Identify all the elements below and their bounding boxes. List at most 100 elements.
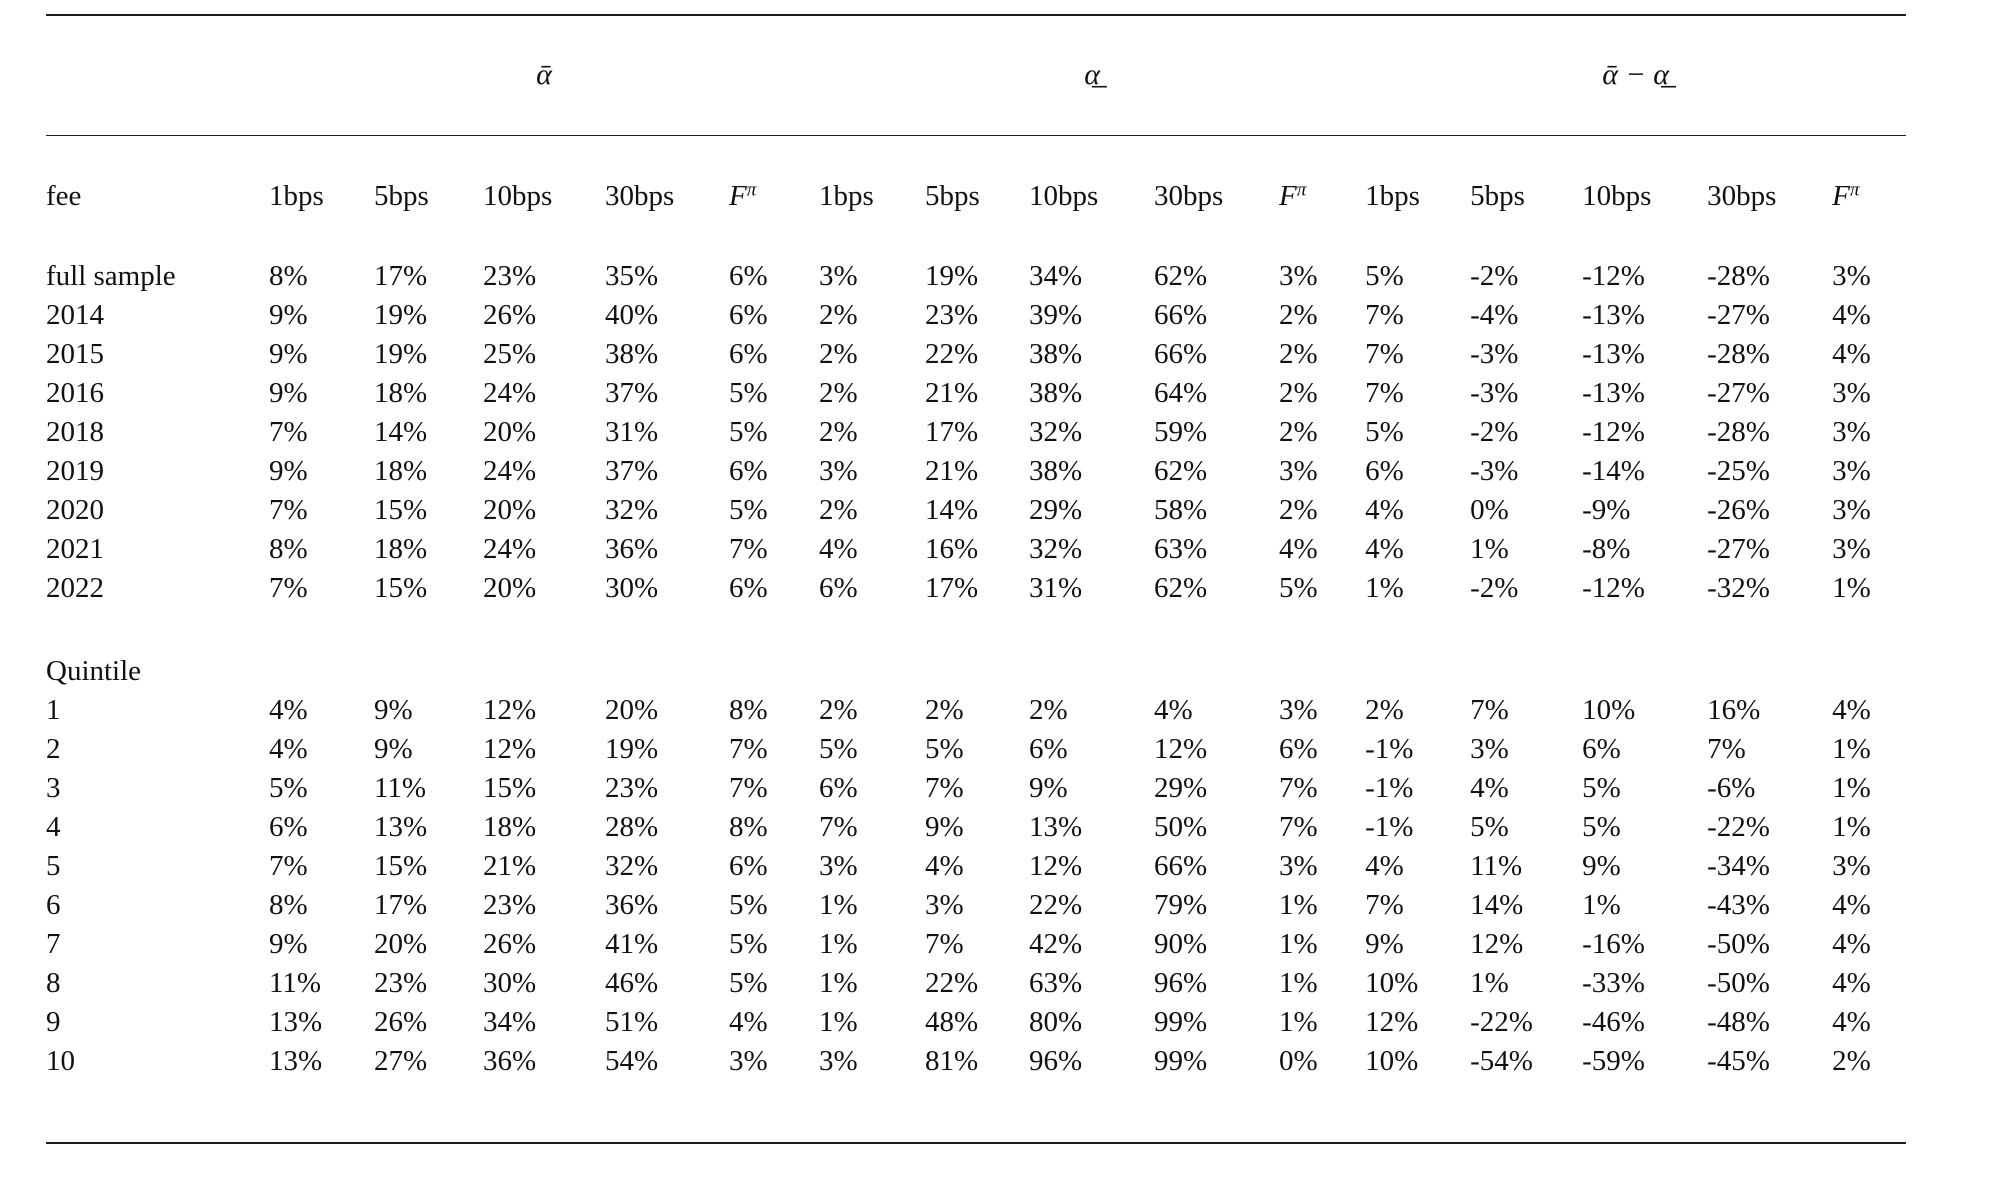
cell: 6% [1365, 455, 1404, 487]
cell: -28% [1707, 416, 1770, 448]
cell: 9% [1365, 928, 1404, 960]
math-symbol: Fπ [1832, 179, 1860, 212]
cell: 34% [1029, 260, 1083, 292]
cell: 2% [819, 299, 858, 331]
cell: 27% [374, 1045, 428, 1077]
table-row: 6 8% 17% 23% 36% 5% 1% 3% 22% 79% 1% 7% 14% 1% -43% 4% [46, 886, 1906, 925]
cell: 29% [1154, 772, 1208, 804]
cell: 7% [1365, 377, 1404, 409]
cell: 32% [605, 494, 659, 526]
cell: -28% [1707, 338, 1770, 370]
row-label: 2014 [46, 299, 104, 331]
cell: 7% [269, 572, 308, 604]
cell: 99% [1154, 1045, 1208, 1077]
cell: -2% [1470, 260, 1519, 292]
cell: 20% [483, 416, 537, 448]
col-header-0-0: 1bps [269, 179, 324, 212]
cell: 81% [925, 1045, 979, 1077]
cell: 7% [729, 772, 768, 804]
cell: 4% [1154, 694, 1193, 726]
cell: 9% [269, 299, 308, 331]
col-header-0-1: 5bps [374, 179, 429, 212]
cell: 5% [729, 928, 768, 960]
cell: 3% [1279, 694, 1318, 726]
table-row: full sample 8% 17% 23% 35% 6% 3% 19% 34% 62% 3% 5% -… [46, 257, 1906, 296]
table-row: 9 13% 26% 34% 51% 4% 1% 48% 80% 99% 1% 12% -22% -46% -… [46, 1003, 1906, 1042]
cell: 4% [1470, 772, 1509, 804]
row-label: 4 [46, 811, 61, 843]
cell: 15% [374, 494, 428, 526]
col-header-2-3: 30bps [1707, 179, 1777, 212]
cell: 2% [1279, 377, 1318, 409]
cell: 1% [1832, 811, 1871, 843]
cell: 9% [374, 733, 413, 765]
col-header-1-0: 1bps [819, 179, 874, 212]
cell: 3% [1832, 494, 1871, 526]
cell: 4% [269, 694, 308, 726]
cell: -43% [1707, 889, 1770, 921]
cell: -33% [1582, 967, 1645, 999]
row-label: 2020 [46, 494, 104, 526]
cell: 7% [1470, 694, 1509, 726]
cell: -12% [1582, 416, 1645, 448]
group-header-row: ᾱ α̲ ᾱ − α̲ [46, 15, 1907, 136]
cell: 2% [819, 416, 858, 448]
cell: -50% [1707, 928, 1770, 960]
cell: 2% [1279, 338, 1318, 370]
cell: 12% [483, 694, 537, 726]
cell: 62% [1154, 455, 1208, 487]
cell: -14% [1582, 455, 1645, 487]
group-header-0: ᾱ [269, 15, 820, 136]
group-header-1: α̲ [819, 15, 1366, 136]
cell: 4% [819, 533, 858, 565]
cell: 4% [1832, 889, 1871, 921]
cell: 1% [1832, 733, 1871, 765]
cell: 18% [374, 455, 428, 487]
cell: 48% [925, 1006, 979, 1038]
cell: 3% [819, 260, 858, 292]
cell: 22% [925, 967, 979, 999]
cell: 4% [1832, 928, 1871, 960]
cell: 26% [374, 1006, 428, 1038]
row-label: 1 [46, 694, 61, 726]
cell: 20% [483, 494, 537, 526]
cell: 17% [374, 260, 428, 292]
cell: 66% [1154, 850, 1208, 882]
bottom-padding-row [46, 1081, 1906, 1143]
cell: 4% [1365, 494, 1404, 526]
cell: 4% [1832, 338, 1871, 370]
cell: 7% [269, 494, 308, 526]
row-label: 7 [46, 928, 61, 960]
cell: -25% [1707, 455, 1770, 487]
cell: 15% [374, 572, 428, 604]
cell: 3% [1470, 733, 1509, 765]
cell: 18% [374, 377, 428, 409]
math-symbol: Fπ [1279, 179, 1307, 212]
cell: 9% [269, 377, 308, 409]
cell: -1% [1365, 733, 1414, 765]
cell: 4% [1832, 299, 1871, 331]
math-symbol: α̲ [1084, 58, 1100, 92]
cell: 63% [1029, 967, 1083, 999]
cell: 6% [729, 338, 768, 370]
col-header-2-2: 10bps [1582, 179, 1652, 212]
cell: 3% [925, 889, 964, 921]
cell: -3% [1470, 338, 1519, 370]
cell: 40% [605, 299, 659, 331]
section-gap-row [46, 608, 1906, 652]
cell: 36% [605, 533, 659, 565]
cell: 5% [925, 733, 964, 765]
cell: 39% [1029, 299, 1083, 331]
cell: 3% [1832, 850, 1871, 882]
cell: 2% [925, 694, 964, 726]
cell: 1% [1279, 967, 1318, 999]
cell: 5% [1365, 416, 1404, 448]
cell: 8% [729, 694, 768, 726]
cell: 42% [1029, 928, 1083, 960]
cell: 6% [1029, 733, 1068, 765]
cell: 14% [374, 416, 428, 448]
cell: 0% [1470, 494, 1509, 526]
cell: 19% [605, 733, 659, 765]
cell: 13% [269, 1006, 323, 1038]
table-header: ᾱ α̲ ᾱ − α̲ fee 1bps 5bps 10bps 30bps Fπ 1bps 5bps… [46, 15, 1907, 257]
